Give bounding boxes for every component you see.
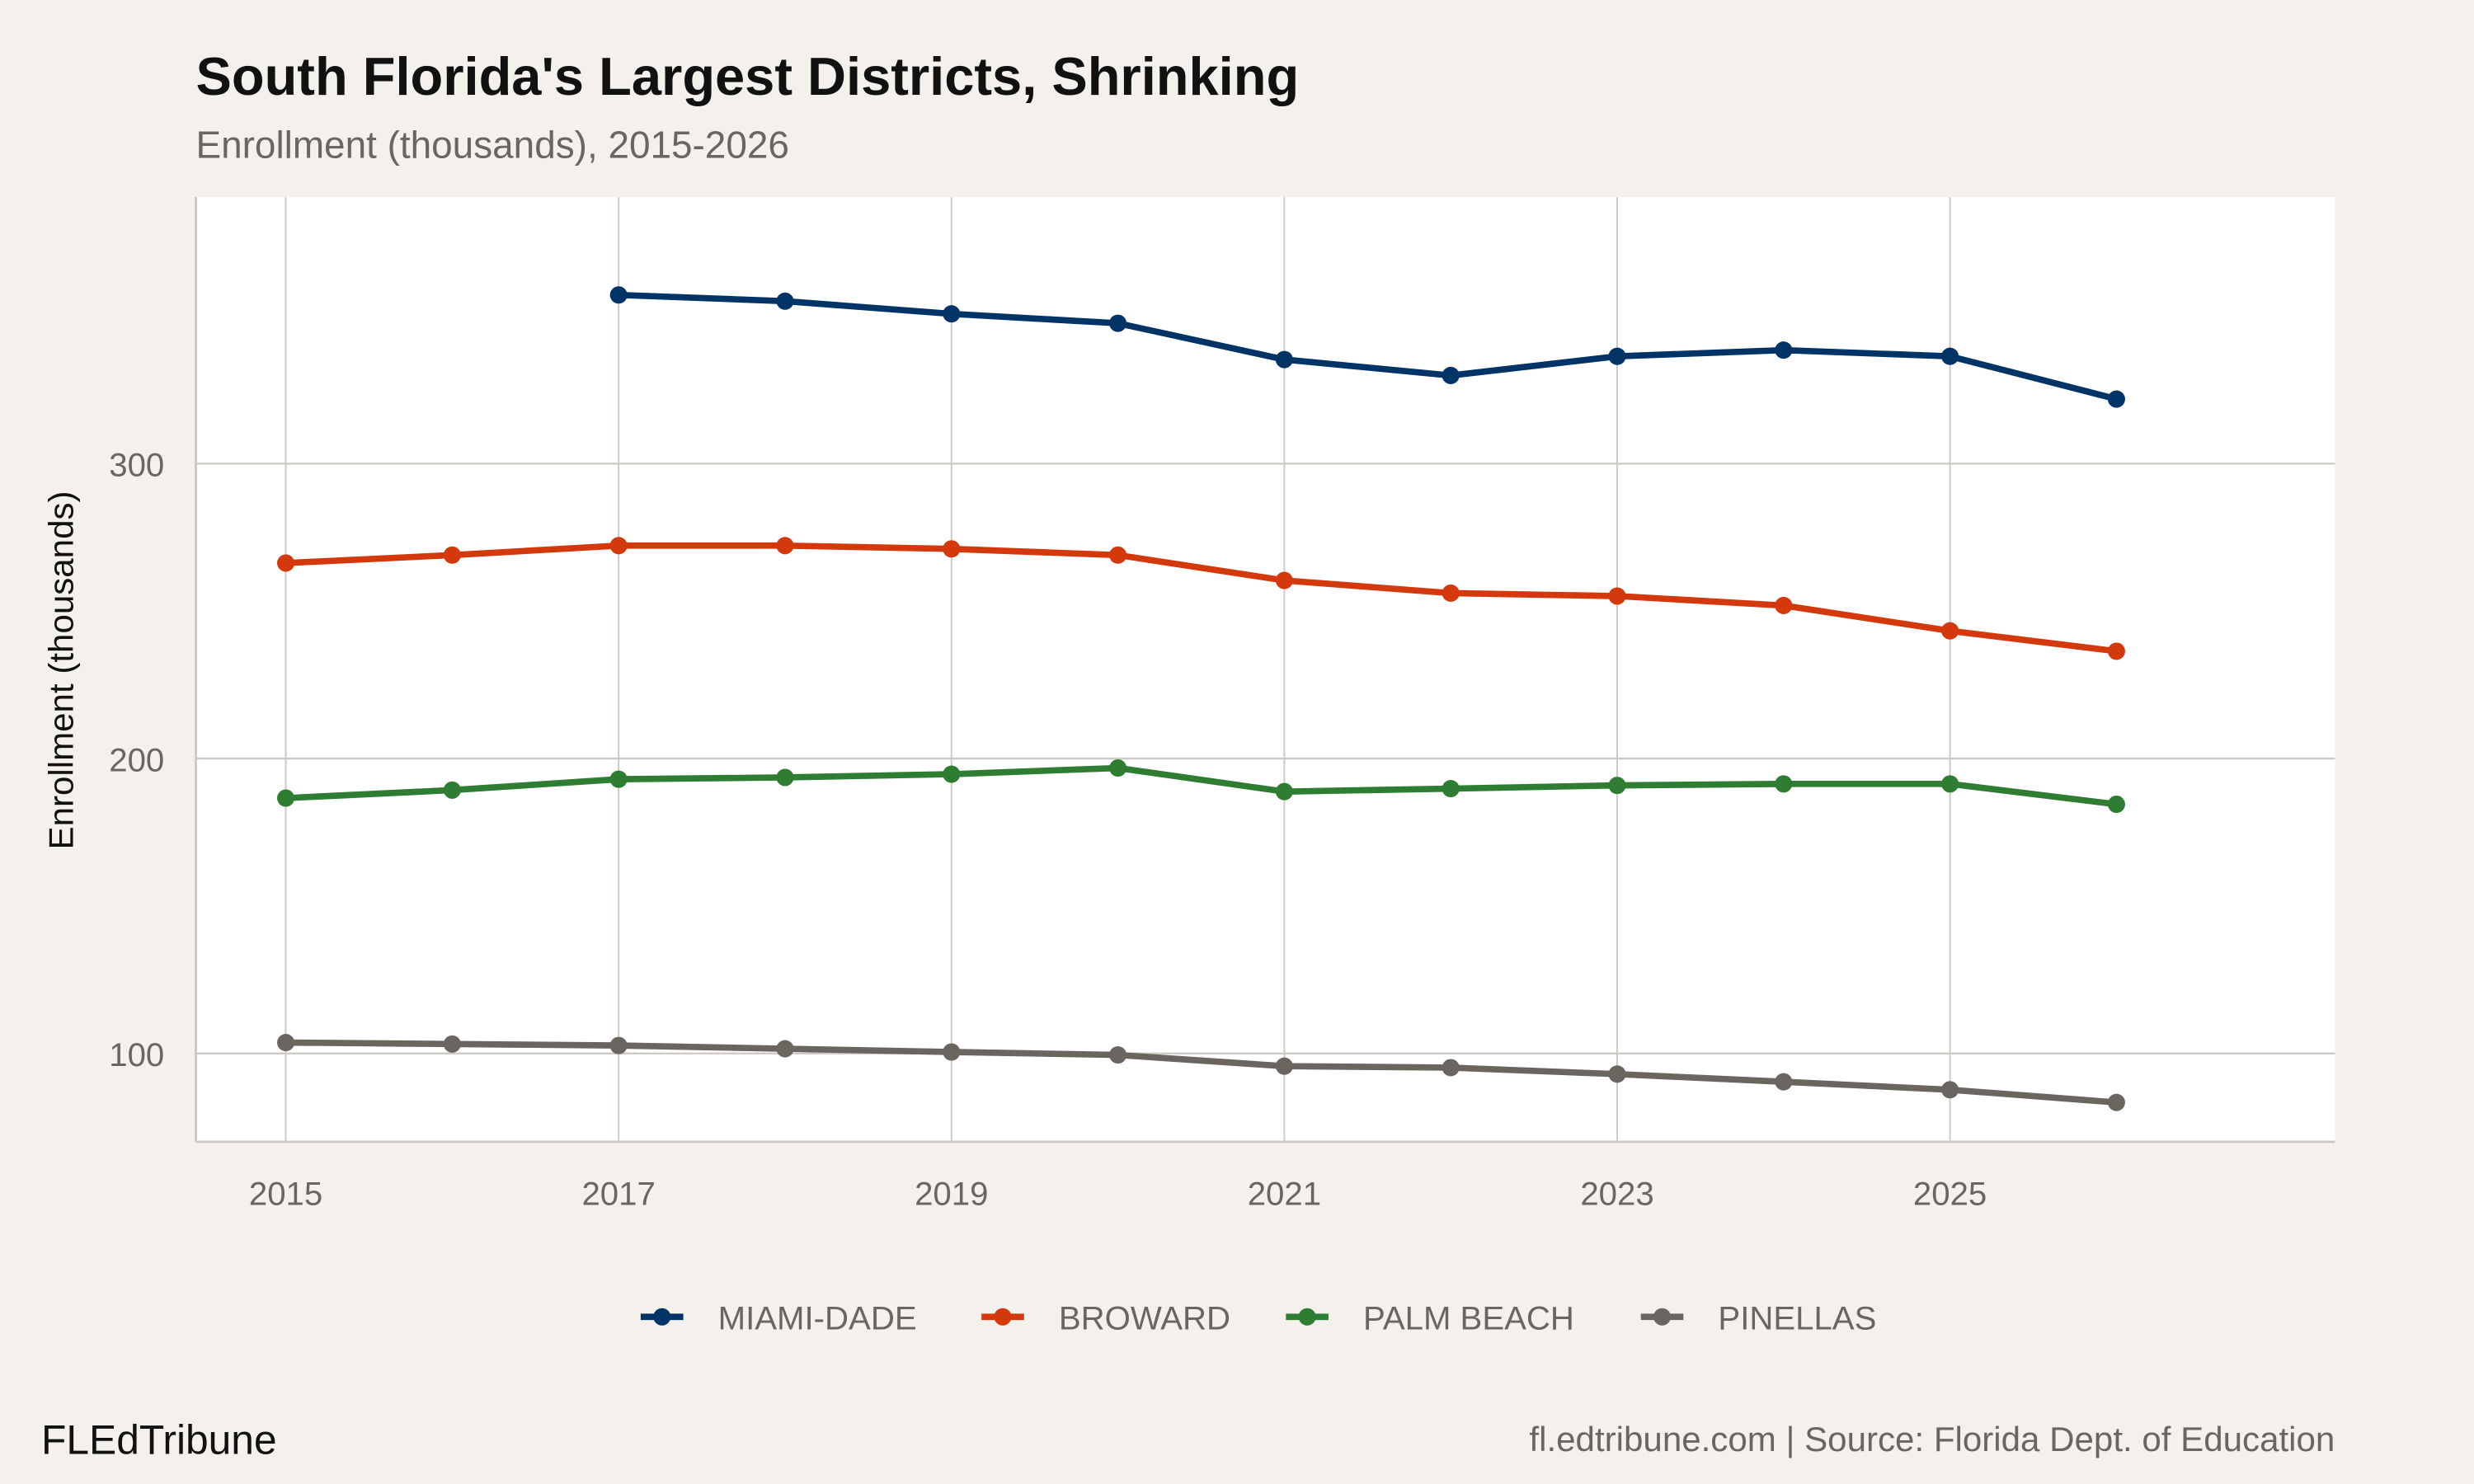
y-tick-label: 300 (109, 447, 164, 484)
legend-key-dot-palm-beach (1298, 1308, 1316, 1326)
legend-label-pinellas: PINELLAS (1718, 1300, 1876, 1337)
legend-label-palm-beach: PALM BEACH (1363, 1300, 1574, 1337)
legend: MIAMI-DADE BROWARD PALM BEACH PINELLAS (640, 1300, 1876, 1337)
data-point-palm-beach (443, 781, 461, 799)
data-point-palm-beach (1442, 780, 1460, 798)
data-point-broward (2107, 642, 2125, 660)
data-point-pinellas (1109, 1046, 1127, 1064)
series-lines (277, 286, 2125, 1111)
series-line-pinellas (285, 1039, 2117, 1106)
x-tick-label: 2023 (1580, 1175, 1653, 1212)
data-point-pinellas (277, 1034, 295, 1052)
data-point-pinellas (1941, 1081, 1959, 1099)
gridlines (195, 197, 2335, 1142)
legend-key-dot-miami-dade (653, 1308, 671, 1326)
data-point-miami-dade (1109, 314, 1127, 332)
data-point-palm-beach (943, 765, 961, 783)
data-point-palm-beach (776, 768, 794, 787)
data-point-pinellas (1775, 1073, 1793, 1091)
data-point-miami-dade (1608, 347, 1626, 365)
data-point-pinellas (2107, 1093, 2125, 1111)
data-point-broward (1941, 622, 1959, 640)
data-point-palm-beach (2107, 796, 2125, 814)
series-line-palm-beach (285, 764, 2117, 808)
data-point-palm-beach (609, 770, 628, 788)
data-point-broward (277, 554, 295, 572)
data-point-miami-dade (943, 305, 961, 323)
data-point-broward (776, 537, 794, 555)
x-tick-label: 2019 (915, 1175, 988, 1212)
series-line-miami-dade (618, 291, 2118, 402)
plot-panel (195, 197, 2335, 1142)
x-tick-label: 2025 (1913, 1175, 1987, 1212)
y-axis-label: Enrollment (thousands) (41, 491, 80, 849)
data-point-pinellas (943, 1043, 961, 1061)
x-tick-label: 2015 (249, 1175, 322, 1212)
data-point-broward (1608, 587, 1626, 605)
x-tick-label: 2021 (1248, 1175, 1321, 1212)
data-point-broward (609, 537, 628, 555)
series-line-broward (285, 542, 2117, 655)
source-caption: fl.edtribune.com | Source: Florida Dept.… (1529, 1420, 2335, 1458)
y-tick-label: 200 (109, 741, 164, 778)
data-point-broward (443, 546, 461, 564)
data-point-pinellas (1275, 1057, 1293, 1075)
data-point-broward (1775, 596, 1793, 614)
data-point-miami-dade (609, 286, 628, 304)
data-point-palm-beach (1608, 777, 1626, 795)
legend-key-dot-pinellas (1653, 1308, 1672, 1326)
data-point-miami-dade (776, 292, 794, 310)
legend-label-miami-dade: MIAMI-DADE (718, 1300, 917, 1337)
data-point-pinellas (609, 1036, 628, 1054)
data-point-pinellas (1608, 1065, 1626, 1083)
data-point-miami-dade (2107, 390, 2125, 408)
data-point-miami-dade (1275, 350, 1293, 369)
data-point-broward (943, 540, 961, 558)
data-point-pinellas (1442, 1059, 1460, 1077)
y-tick-labels: 100 200 300 (109, 447, 164, 1073)
data-point-miami-dade (1941, 347, 1959, 365)
data-point-pinellas (776, 1040, 794, 1058)
data-point-palm-beach (1775, 775, 1793, 793)
legend-label-broward: BROWARD (1059, 1300, 1230, 1337)
data-point-broward (1109, 546, 1127, 564)
x-tick-labels: 2015 2017 2019 2021 2023 2025 (249, 1175, 1987, 1212)
data-point-palm-beach (277, 789, 295, 807)
data-point-palm-beach (1941, 775, 1959, 793)
data-point-palm-beach (1109, 759, 1127, 777)
y-tick-label: 100 (109, 1036, 164, 1073)
chart-subtitle: Enrollment (thousands), 2015-2026 (196, 123, 789, 166)
data-point-broward (1275, 571, 1293, 589)
data-point-miami-dade (1775, 341, 1793, 359)
legend-key-dot-broward (994, 1308, 1012, 1326)
x-tick-label: 2017 (581, 1175, 655, 1212)
data-point-miami-dade (1442, 366, 1460, 384)
chart-title: South Florida's Largest Districts, Shrin… (196, 46, 1300, 106)
data-point-palm-beach (1275, 782, 1293, 801)
data-point-pinellas (443, 1035, 461, 1053)
brand-label: FLEdTribune (41, 1417, 277, 1463)
data-point-broward (1442, 584, 1460, 602)
